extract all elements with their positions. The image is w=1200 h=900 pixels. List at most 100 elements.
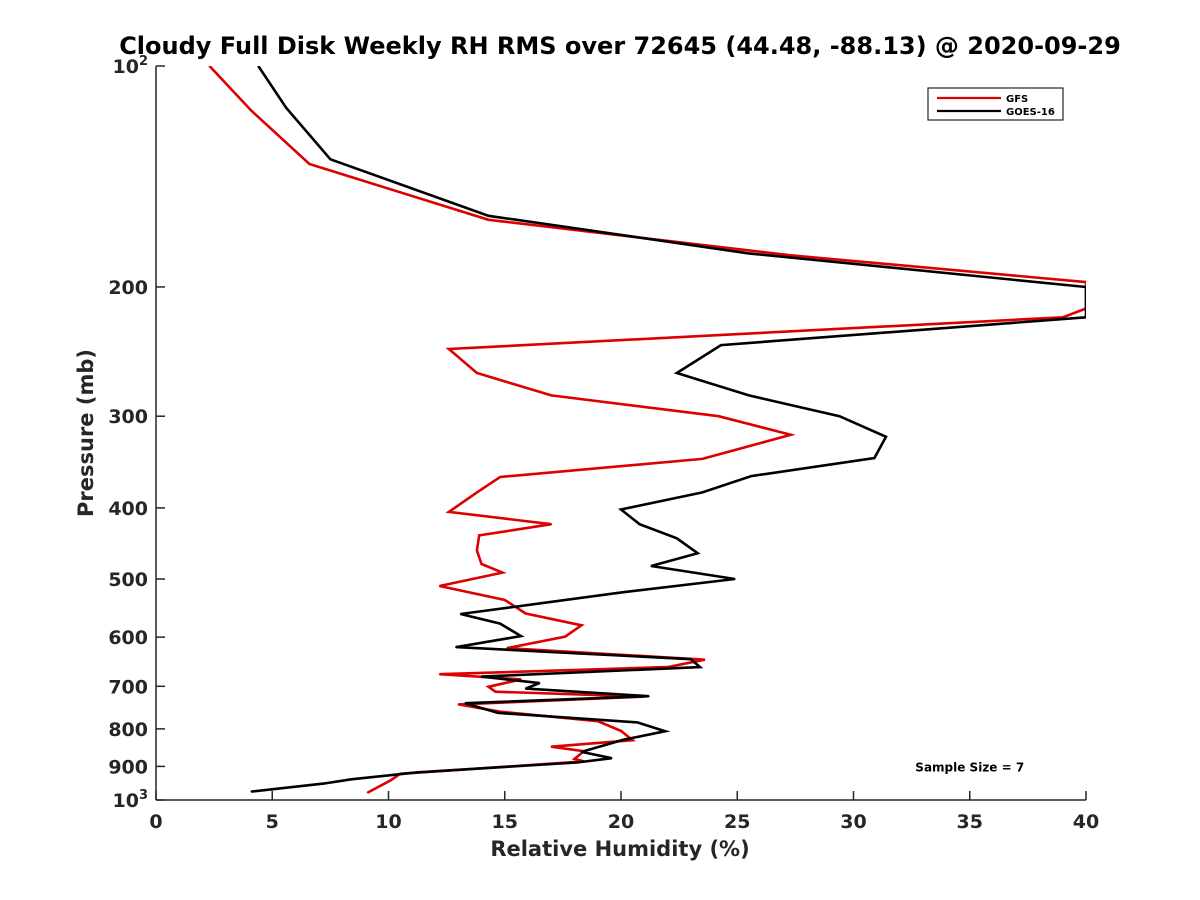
data-point-goes16 — [748, 394, 750, 397]
data-point-goes16 — [650, 565, 652, 567]
data-point-goes16 — [497, 712, 499, 714]
y-axis-ticks: 102 200 300 400 500 600 700 800 900 103 — [108, 54, 165, 812]
data-point-goes16 — [676, 372, 678, 374]
y-axis-label: Pressure (mb) — [74, 349, 98, 517]
data-point-goes16 — [701, 491, 704, 494]
data-point-goes16 — [538, 682, 541, 684]
legend-box — [927, 87, 1064, 121]
data-point-goes16 — [622, 739, 625, 741]
data-point-goes16 — [576, 761, 578, 764]
data-point-gfs — [550, 523, 553, 525]
y-tick-label: 700 — [108, 676, 148, 698]
data-point-gfs — [701, 458, 704, 460]
x-tick-label: 15 — [492, 811, 518, 833]
data-point-gfs — [789, 434, 792, 436]
data-point-gfs — [564, 635, 566, 638]
data-point-goes16 — [329, 158, 332, 161]
series-line-gfs — [208, 66, 1086, 794]
data-point-gfs — [487, 219, 490, 221]
data-point-gfs — [1062, 316, 1064, 319]
data-point-goes16 — [524, 687, 527, 690]
data-point-goes16 — [699, 666, 701, 668]
data-point-goes16 — [676, 537, 678, 540]
data-point-gfs — [524, 612, 527, 615]
y-tick-label: 300 — [108, 406, 148, 428]
data-point-goes16 — [415, 771, 418, 774]
data-point-gfs — [631, 739, 634, 741]
series-layer — [208, 66, 1086, 794]
data-point-goes16 — [350, 778, 353, 781]
data-point-goes16 — [885, 436, 887, 438]
data-point-goes16 — [322, 782, 325, 785]
data-point-goes16 — [487, 215, 490, 217]
data-point-goes16 — [720, 344, 722, 346]
data-point-gfs — [499, 476, 501, 478]
x-tick-label: 10 — [375, 811, 401, 833]
data-point-goes16 — [480, 675, 483, 678]
data-point-goes16 — [464, 702, 467, 704]
x-axis-ticks: 0 5 10 15 20 25 30 35 40 — [149, 791, 1099, 833]
data-point-gfs — [620, 730, 622, 732]
data-point-gfs — [501, 571, 504, 574]
y-tick-label: 400 — [108, 498, 148, 520]
data-point-gfs — [1085, 281, 1086, 283]
data-point-goes16 — [257, 66, 260, 67]
data-point-gfs — [480, 563, 483, 565]
series-line-goes16 — [251, 66, 1086, 793]
data-point-goes16 — [455, 646, 457, 648]
data-point-gfs — [573, 758, 576, 760]
data-point-gfs — [448, 511, 450, 513]
x-tick-label: 40 — [1073, 811, 1099, 833]
y-tick-label: 102 — [113, 54, 149, 78]
data-point-goes16 — [748, 252, 750, 255]
data-point-goes16 — [873, 457, 876, 459]
data-point-goes16 — [1085, 286, 1086, 288]
data-point-gfs — [366, 791, 369, 794]
data-point-goes16 — [638, 523, 641, 525]
x-axis-label: Relative Humidity (%) — [490, 837, 749, 861]
data-point-gfs — [476, 372, 478, 374]
data-point-goes16 — [610, 757, 613, 759]
data-point-gfs — [787, 254, 790, 256]
data-point-goes16 — [690, 658, 692, 660]
y-tick-label: 600 — [108, 627, 148, 649]
legend: GFS GOES-16 — [927, 87, 1064, 121]
data-point-gfs — [208, 66, 211, 67]
data-point-goes16 — [1085, 316, 1086, 319]
legend-label-gfs: GFS — [1006, 94, 1028, 105]
data-point-gfs — [438, 585, 441, 587]
data-point-goes16 — [620, 508, 622, 511]
data-point-gfs — [504, 599, 506, 601]
data-point-goes16 — [285, 107, 288, 109]
data-point-goes16 — [696, 552, 699, 554]
data-point-goes16 — [580, 751, 583, 753]
data-point-gfs — [250, 109, 253, 112]
legend-label-goes16: GOES-16 — [1006, 107, 1055, 118]
x-tick-label: 0 — [149, 811, 162, 833]
y-tick-label: 500 — [108, 569, 148, 591]
data-point-gfs — [308, 163, 311, 165]
data-point-goes16 — [636, 721, 639, 724]
x-tick-label: 20 — [608, 811, 634, 833]
data-point-goes16 — [838, 415, 841, 418]
x-tick-label: 35 — [957, 811, 983, 833]
x-tick-label: 30 — [840, 811, 866, 833]
y-tick-label: 103 — [113, 788, 149, 812]
data-point-gfs — [717, 415, 720, 418]
data-point-gfs — [550, 394, 553, 397]
x-tick-label: 25 — [724, 811, 750, 833]
data-point-gfs — [390, 779, 392, 782]
data-point-goes16 — [499, 622, 501, 625]
data-point-gfs — [580, 624, 583, 627]
y-tick-label: 200 — [108, 277, 148, 299]
x-tick-label: 5 — [266, 811, 279, 833]
data-point-gfs — [703, 658, 706, 661]
data-point-goes16 — [664, 730, 666, 732]
chart-title: Cloudy Full Disk Weekly RH RMS over 7264… — [119, 32, 1121, 60]
data-point-goes16 — [622, 591, 625, 593]
y-tick-label: 800 — [108, 719, 148, 741]
data-point-gfs — [550, 745, 553, 748]
data-point-goes16 — [734, 578, 736, 580]
data-point-gfs — [448, 348, 450, 350]
data-point-goes16 — [648, 695, 650, 697]
